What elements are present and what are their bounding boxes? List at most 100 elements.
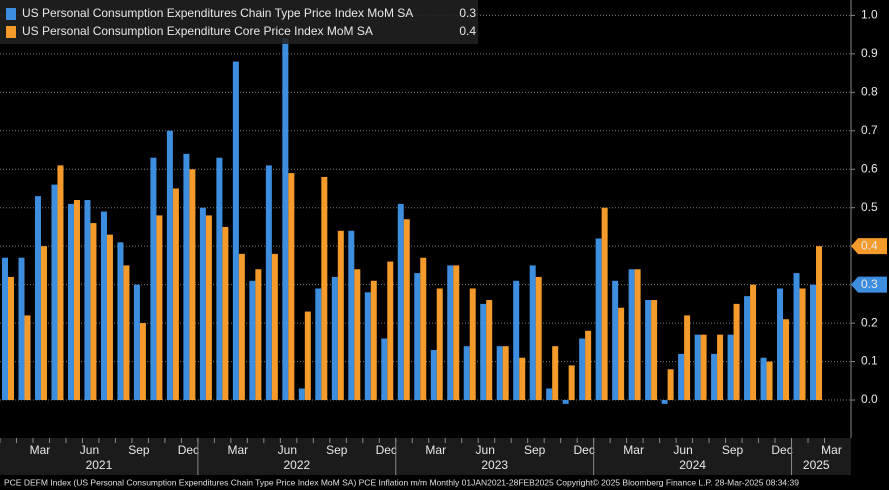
bar (139, 323, 146, 401)
x-tick-label: Mar (821, 443, 842, 457)
bar (67, 203, 74, 401)
legend-label: US Personal Consumption Expenditures Cha… (22, 6, 413, 20)
x-tick-label: Sep (128, 443, 150, 457)
bar (34, 196, 41, 401)
x-tick-label: Sep (722, 443, 744, 457)
bar (150, 157, 157, 401)
bar (783, 319, 790, 401)
bar (601, 207, 608, 401)
bar (453, 265, 460, 401)
bar (760, 357, 767, 401)
bar (562, 400, 569, 404)
bar (166, 130, 173, 401)
bar (100, 211, 107, 401)
bar (348, 230, 355, 401)
y-tick-label: 0.5 (861, 200, 878, 214)
bar (618, 307, 625, 401)
x-tick-label: Jun (80, 443, 99, 457)
bar (552, 346, 559, 401)
bar (2, 257, 8, 401)
bar (387, 261, 394, 401)
bar (414, 273, 421, 401)
bar (744, 296, 751, 401)
last-value-tag (851, 276, 887, 293)
bar (298, 388, 305, 401)
x-tick-label: Dec (573, 443, 594, 457)
y-tick-label: 0.7 (861, 123, 878, 137)
x-tick-label: Jun (476, 443, 495, 457)
bar (519, 357, 526, 401)
x-tick-label: Mar (30, 443, 51, 457)
year-label: 2023 (481, 458, 508, 472)
bar (370, 280, 377, 401)
bar (667, 369, 674, 401)
bar (513, 280, 520, 401)
x-tick-label: Sep (326, 443, 348, 457)
x-tick-label: Dec (771, 443, 792, 457)
bar (799, 288, 806, 401)
bar (133, 284, 140, 401)
bar (189, 169, 196, 401)
bar (436, 288, 443, 401)
bar (337, 230, 344, 401)
y-tick-label: 0.9 (861, 46, 878, 60)
bar (777, 288, 784, 401)
bar (661, 400, 668, 404)
bar (117, 242, 124, 401)
last-value-label: 0.4 (861, 238, 878, 252)
bar (546, 388, 553, 401)
x-tick-label: Mar (623, 443, 644, 457)
bar (84, 200, 91, 401)
bar (430, 350, 437, 401)
bar (18, 257, 25, 401)
y-tick-label: 0.2 (861, 315, 878, 329)
bar (750, 284, 757, 401)
bar (364, 292, 371, 401)
x-tick-label: Jun (673, 443, 692, 457)
bar (727, 334, 734, 401)
bar (403, 219, 410, 401)
bar (535, 276, 542, 401)
x-tick-label: Sep (524, 443, 546, 457)
legend-box (0, 0, 478, 44)
bar (255, 269, 262, 401)
bar (397, 203, 404, 401)
year-label: 2024 (679, 458, 706, 472)
y-tick-label: 0.0 (861, 392, 878, 406)
bar (420, 257, 427, 401)
year-label: 2021 (86, 458, 113, 472)
bar (694, 334, 701, 401)
bar (8, 276, 14, 401)
bar (585, 330, 592, 401)
legend-value: 0.4 (459, 24, 476, 38)
bar (816, 246, 823, 401)
bar (40, 246, 47, 401)
x-tick-label: Mar (228, 443, 249, 457)
bar (810, 284, 817, 401)
bar (645, 300, 652, 401)
bar (717, 334, 724, 401)
bar (579, 338, 586, 401)
bar (733, 303, 740, 401)
bar (568, 365, 575, 401)
bar (331, 276, 338, 401)
bar (265, 165, 272, 401)
bar (172, 188, 179, 401)
last-value-tag (851, 238, 887, 255)
bar (628, 269, 635, 401)
bar (24, 315, 31, 401)
y-tick-label: 1.0 (861, 8, 878, 22)
bar (238, 253, 245, 401)
bar (793, 273, 800, 401)
bar (529, 265, 536, 401)
bar (612, 280, 619, 401)
bar (232, 61, 239, 401)
bar (711, 353, 718, 401)
bar (106, 234, 113, 401)
bar (486, 300, 493, 401)
bar (57, 165, 64, 401)
bar (90, 223, 97, 401)
legend-value: 0.3 (459, 6, 476, 20)
bar (51, 184, 58, 401)
